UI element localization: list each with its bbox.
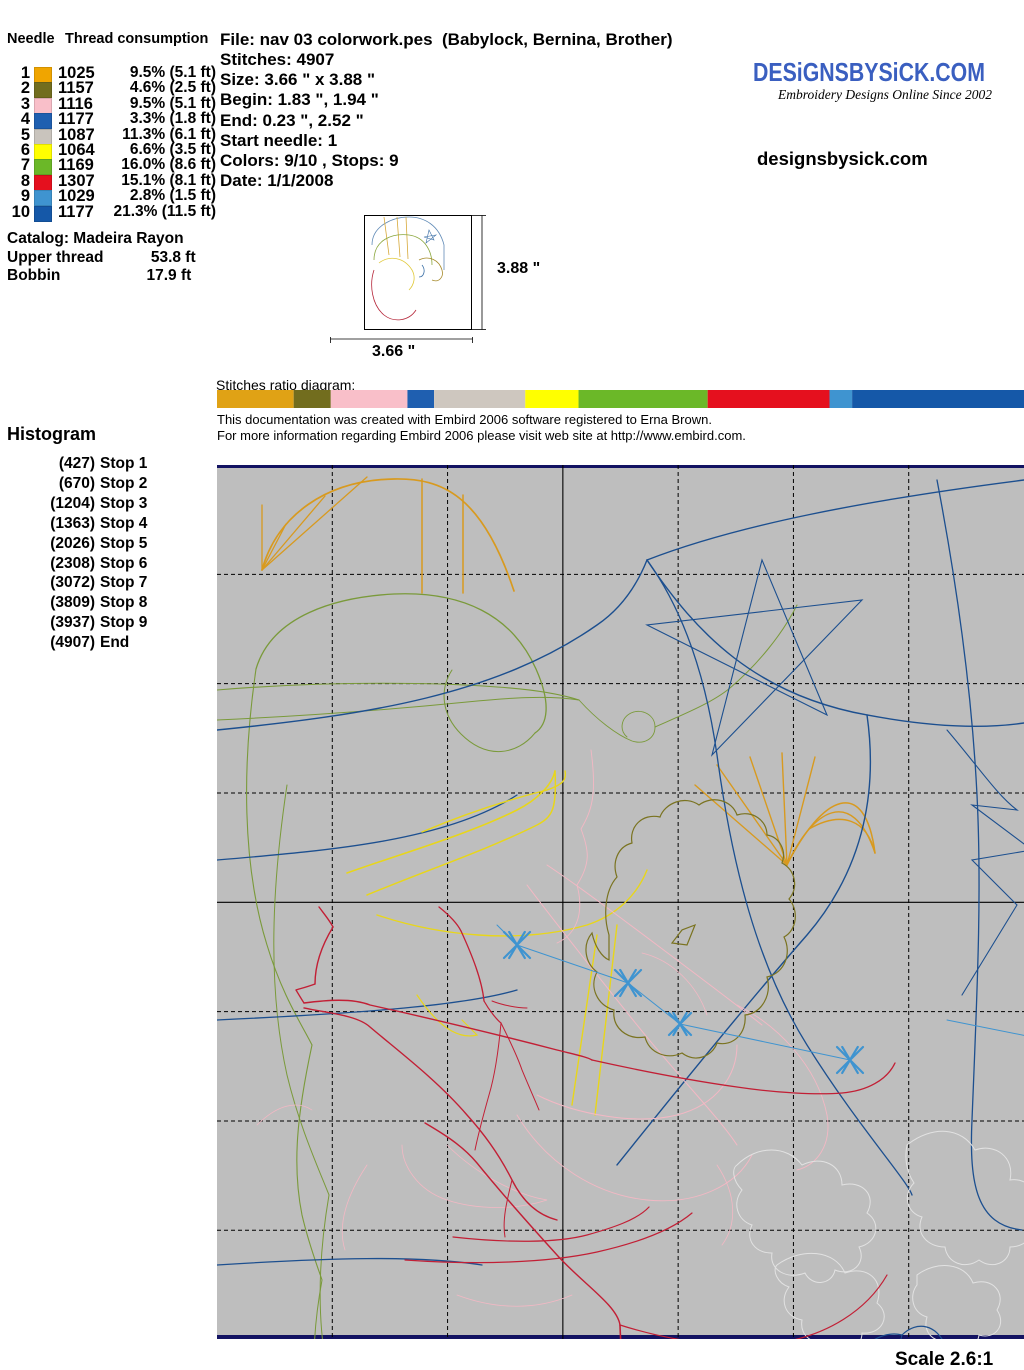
svg-text:DESiGNSBYSiCK.COM: DESiGNSBYSiCK.COM: [753, 57, 985, 87]
